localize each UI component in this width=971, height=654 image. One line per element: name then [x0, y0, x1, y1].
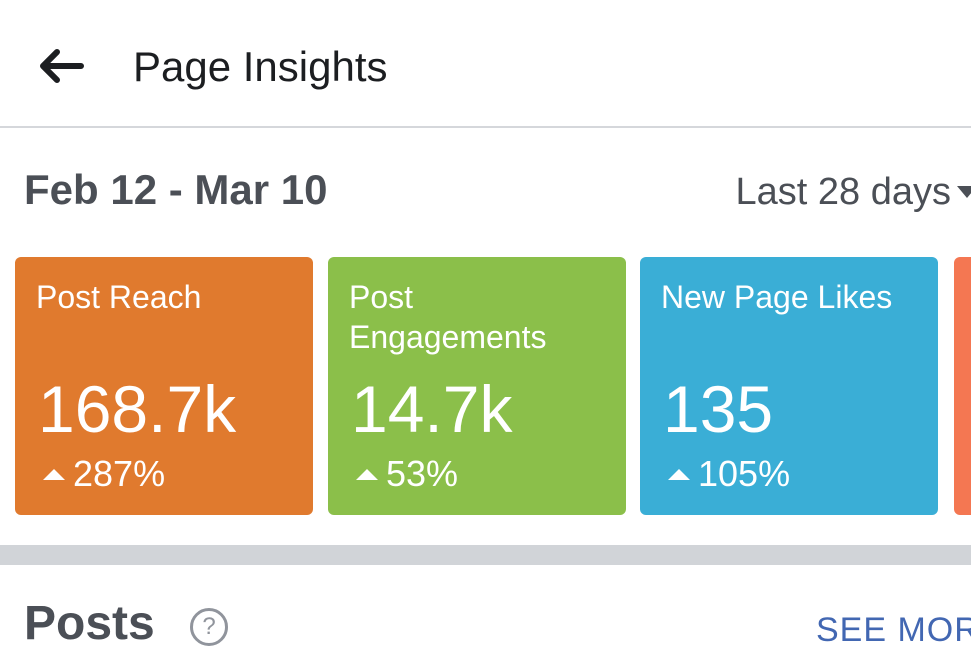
period-label: Last 28 days [735, 171, 951, 213]
see-more-link[interactable]: SEE MORE [816, 611, 971, 649]
card-label: Post Engagements [349, 279, 547, 355]
up-triangle-icon [356, 468, 378, 480]
arrow-left-icon [40, 49, 84, 83]
question-circle-icon[interactable]: ? [190, 608, 228, 646]
caret-down-icon [957, 186, 971, 198]
card-change-value: 287% [73, 453, 166, 494]
card-change: 287% [43, 453, 165, 495]
card-label: Post Reach [36, 279, 202, 315]
date-range: Feb 12 - Mar 10 [24, 166, 328, 213]
card-value: 135 [663, 372, 774, 446]
section-separator [0, 545, 971, 565]
app-header: Page Insights [0, 0, 971, 128]
card-post-reach[interactable]: Post Reach 168.7k 287% [15, 257, 313, 515]
card-value: 14.7k [351, 372, 513, 446]
card-change-value: 53% [386, 453, 459, 494]
up-triangle-icon [43, 468, 65, 480]
card-change-value: 105% [698, 453, 791, 494]
card-new-page-likes[interactable]: New Page Likes 135 105% [640, 257, 938, 515]
card-post-engagements[interactable]: Post Engagements 14.7k 53% [328, 257, 626, 515]
card-change: 53% [356, 453, 458, 495]
up-triangle-icon [668, 468, 690, 480]
period-selector[interactable]: Last 28 days [736, 168, 971, 216]
card-value: 168.7k [38, 372, 237, 446]
page-title: Page Insights [133, 43, 388, 90]
posts-heading: Posts [24, 597, 155, 650]
back-button[interactable] [36, 44, 88, 88]
card-change: 105% [668, 453, 790, 495]
metric-cards: Post Reach 168.7k 287% Post Engagements … [0, 257, 971, 517]
card-partial-next[interactable] [954, 257, 971, 515]
header-divider [0, 126, 971, 128]
card-label: New Page Likes [661, 279, 893, 315]
